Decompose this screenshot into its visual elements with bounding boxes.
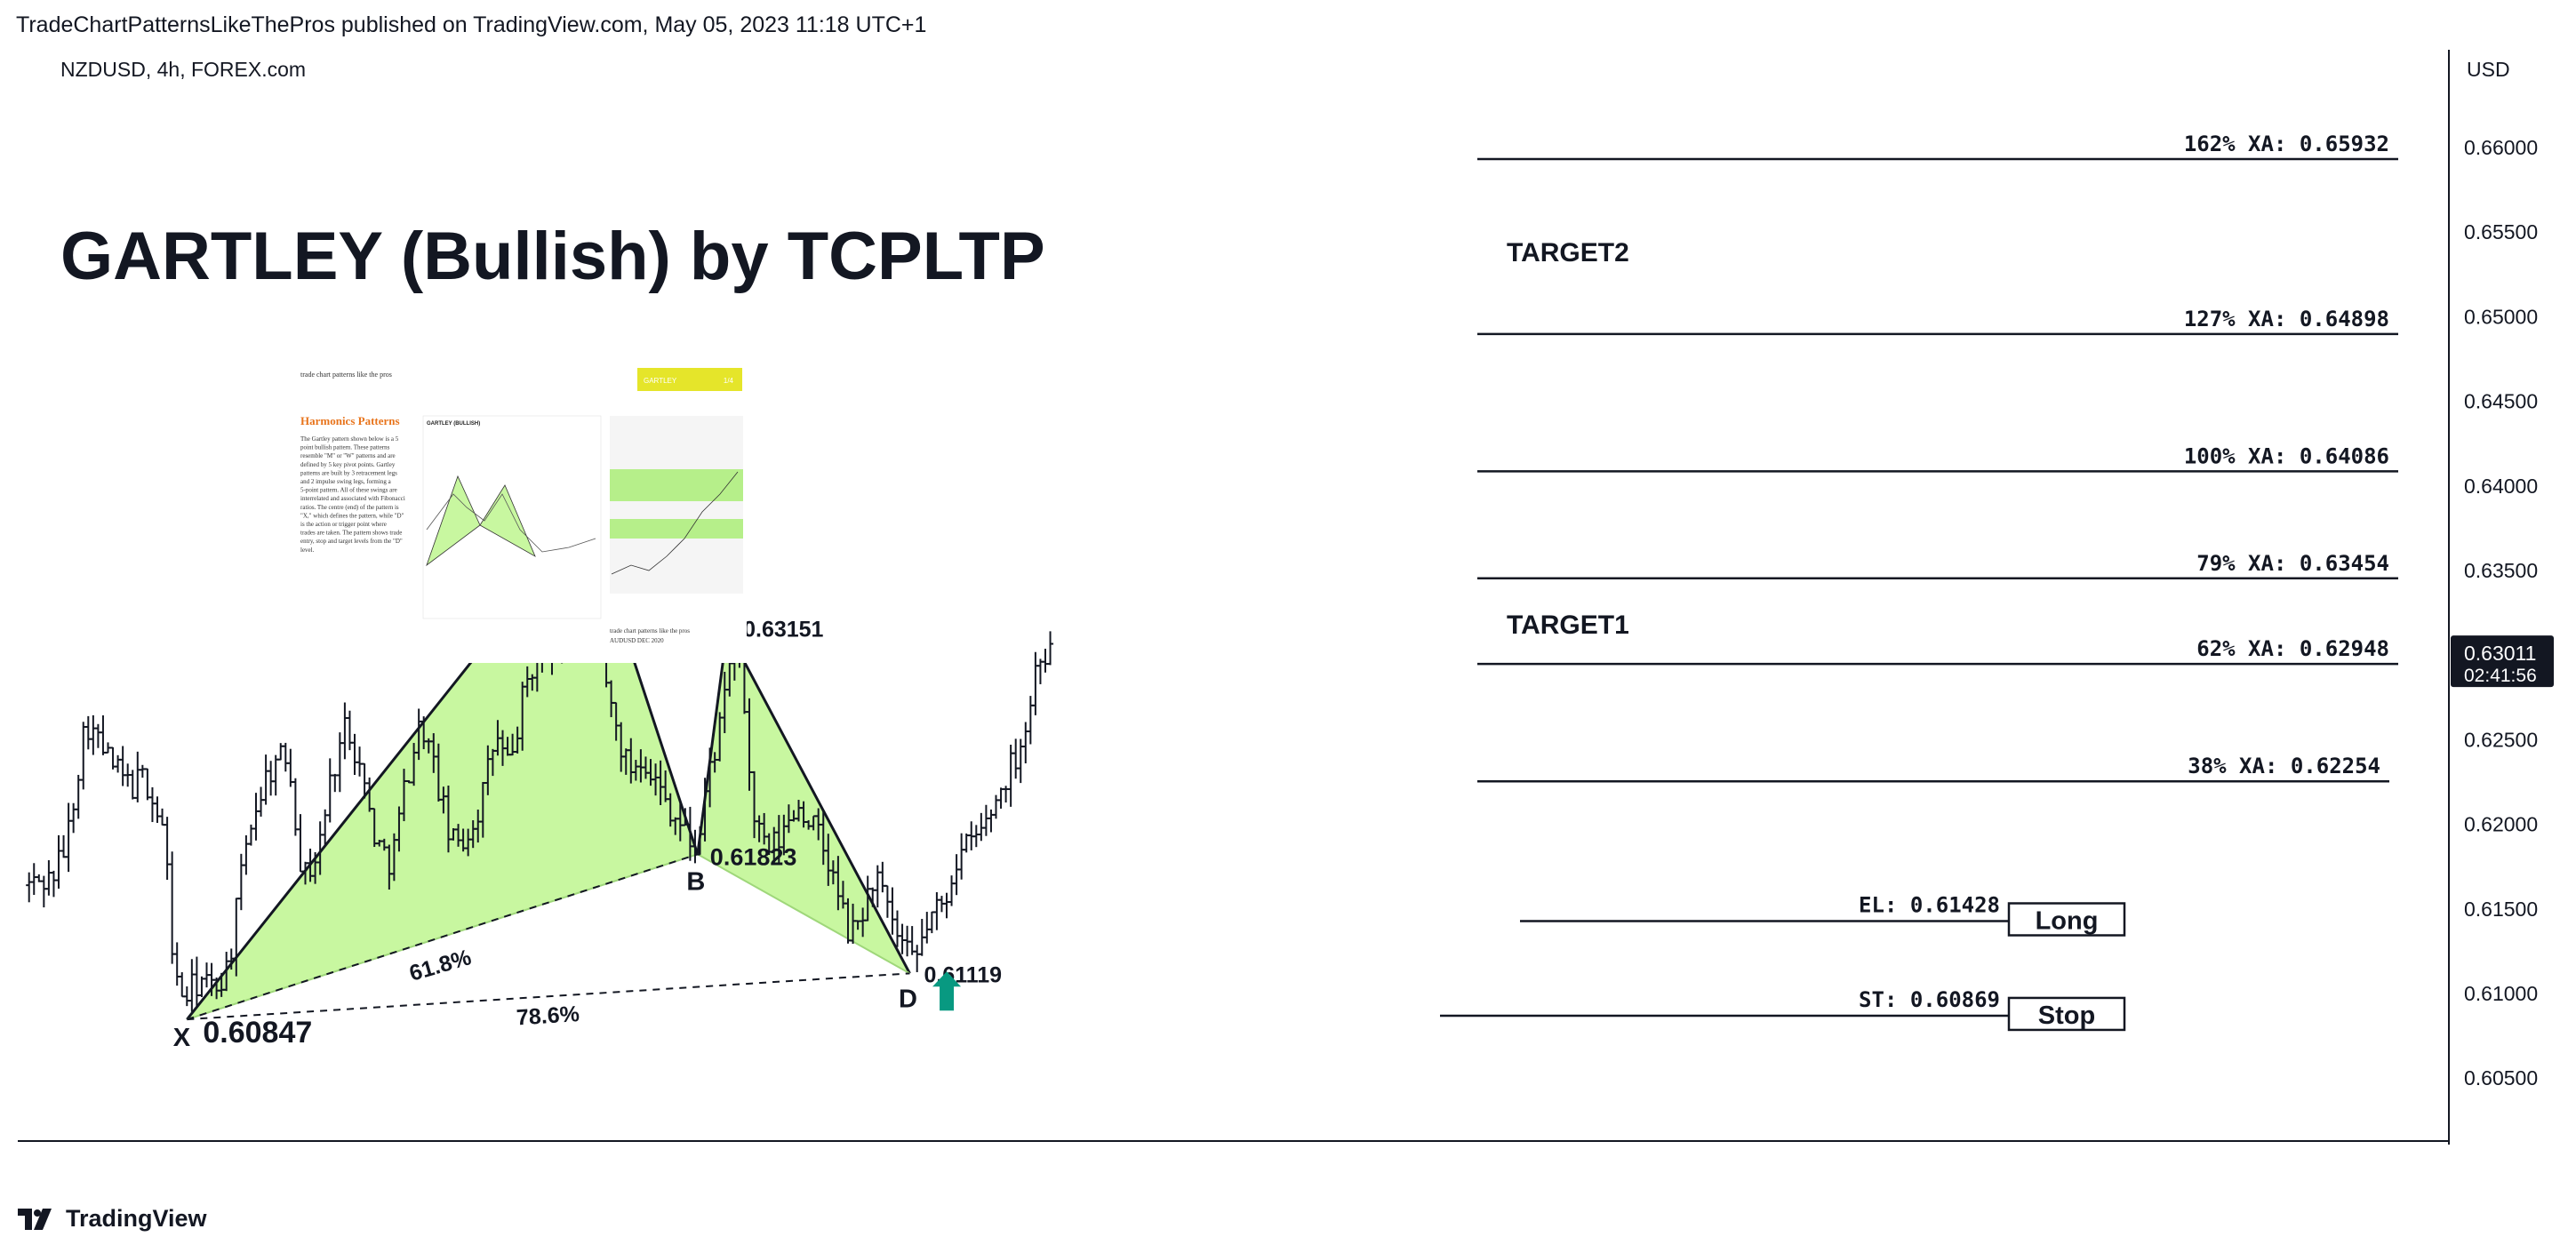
tradingview-footer[interactable]: TradingView	[18, 1205, 207, 1233]
thumbnail-caption: trade chart patterns like the pros	[610, 627, 690, 634]
leg-CD	[725, 628, 911, 975]
entry-box	[2007, 902, 2126, 937]
chart-area[interactable]: 162% XA: 0.65932 127% XA: 0.64898 100% XA:…	[18, 50, 2556, 1145]
y-tick-label: 0.66000	[2464, 136, 2538, 159]
target-label: TARGET2	[1507, 238, 1629, 267]
fib-level-label: 38% XA: 0.62254	[2188, 754, 2380, 778]
tradingview-brand: TradingView	[66, 1205, 207, 1232]
point-d-label: D	[899, 985, 917, 1013]
y-tick-label: 0.62000	[2464, 813, 2538, 836]
thumbnail-header: trade chart patterns like the pros	[300, 371, 392, 379]
point-x-label: X	[173, 1024, 191, 1052]
target-label: TARGET1	[1507, 611, 1629, 640]
y-tick-label: 0.61000	[2464, 982, 2538, 1005]
last-price-value: 0.63011	[2464, 642, 2536, 665]
ratio-line	[187, 972, 910, 1021]
fib-level-label: 62% XA: 0.62948	[2196, 636, 2389, 661]
thumbnail-paragraph: The Gartley pattern shown below is a 5 po…	[300, 435, 405, 554]
fib-level-label: 127% XA: 0.64898	[2184, 307, 2389, 331]
thumbnail-page-num: 1/4	[724, 377, 734, 385]
reference-thumbnail: trade chart patterns like the pros GARTLE…	[284, 361, 747, 663]
pattern-title: GARTLEY (Bullish) by TCPLTP	[60, 219, 1045, 294]
symbol-info: NZDUSD, 4h, FOREX.com	[60, 58, 306, 81]
y-tick-label: 0.61500	[2464, 898, 2538, 921]
ratio-line	[187, 853, 699, 1021]
tradingview-logo-icon	[18, 1208, 52, 1230]
point-b-value: 0.61823	[710, 843, 797, 870]
stop-box-label: Stop	[2038, 1002, 2095, 1030]
thumbnail-mini-title: GARTLEY (BULLISH)	[427, 421, 480, 427]
currency-label: USD	[2467, 58, 2510, 81]
fib-levels: 162% XA: 0.65932 127% XA: 0.64898 100% XA:…	[1440, 132, 2398, 1032]
y-tick-label: 0.64500	[2464, 390, 2538, 413]
stop-price-label: ST: 0.60869	[1859, 987, 2000, 1012]
y-tick-label: 0.62500	[2464, 728, 2538, 751]
point-b-label: B	[686, 867, 705, 896]
axes: USD	[18, 50, 2510, 1145]
point-c-value: 0.63151	[743, 617, 823, 642]
y-tick-label: 0.60500	[2464, 1066, 2538, 1089]
thumbnail-title: Harmonics Patterns	[300, 414, 400, 427]
thumbnail-tag-bar	[637, 368, 742, 391]
last-price-tag	[2451, 635, 2554, 688]
bar-countdown: 02:41:56	[2464, 666, 2537, 686]
fib-level-label: 162% XA: 0.65932	[2184, 132, 2389, 156]
edge-BD	[697, 853, 910, 975]
y-tick-label: 0.63500	[2464, 559, 2538, 582]
y-tick-label: 0.65500	[2464, 220, 2538, 243]
leg-BC	[696, 629, 729, 855]
entry-box-label: Long	[2036, 907, 2099, 936]
fib-level-label: 79% XA: 0.63454	[2196, 551, 2389, 576]
thumbnail-caption-2: AUDUSD DEC 2020	[610, 637, 664, 644]
long-signal-arrow-icon	[932, 971, 962, 1011]
ratio-label: 61.8%	[406, 945, 474, 986]
fib-level-label: 100% XA: 0.64086	[2184, 443, 2389, 468]
thumbnail-screenshot	[610, 416, 743, 594]
y-tick-label: 0.64000	[2464, 475, 2538, 498]
price-bars	[26, 555, 1054, 1012]
y-tick-label: 0.65000	[2464, 305, 2538, 328]
stop-box	[2007, 996, 2126, 1032]
thumbnail-tag: GARTLEY	[644, 377, 677, 385]
entry-price-label: EL: 0.61428	[1859, 893, 2000, 918]
publish-header: TradeChartPatternsLikeThePros published …	[16, 12, 927, 37]
ratio-label: 78.6%	[516, 1002, 580, 1030]
axis-ticks: 0.66000 0.65500 0.65000 0.64500 0.64000 0.635…	[2451, 136, 2554, 1089]
point-x-value: 0.60847	[203, 1016, 312, 1049]
